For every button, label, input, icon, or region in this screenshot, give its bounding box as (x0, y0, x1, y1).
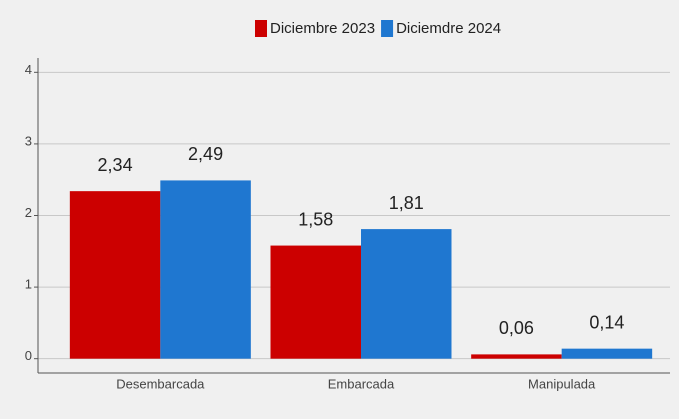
x-tick-label: Desembarcada (116, 376, 205, 391)
y-tick-label: 3 (25, 133, 32, 148)
bar (160, 180, 251, 359)
y-tick-label: 2 (25, 205, 32, 220)
value-label: 1,81 (389, 193, 424, 213)
bar (270, 245, 361, 359)
y-tick-label: 4 (25, 62, 32, 77)
value-label: 0,14 (589, 312, 624, 332)
bar (471, 354, 562, 359)
y-tick-label: 0 (25, 348, 32, 363)
value-label: 2,49 (188, 144, 223, 164)
y-tick-label: 1 (25, 277, 32, 292)
x-tick-label: Manipulada (528, 376, 596, 391)
bar (561, 348, 653, 359)
legend-swatch (381, 20, 394, 37)
legend-label: Diciemdre 2024 (396, 20, 501, 37)
bar (69, 191, 161, 359)
value-label: 2,34 (98, 155, 133, 175)
bar (361, 229, 452, 359)
value-label: 0,06 (499, 318, 534, 338)
legend-label: Diciembre 2023 (270, 20, 375, 37)
legend-swatch (255, 20, 267, 37)
x-tick-label: Embarcada (328, 376, 395, 391)
value-label: 1,58 (298, 209, 333, 229)
